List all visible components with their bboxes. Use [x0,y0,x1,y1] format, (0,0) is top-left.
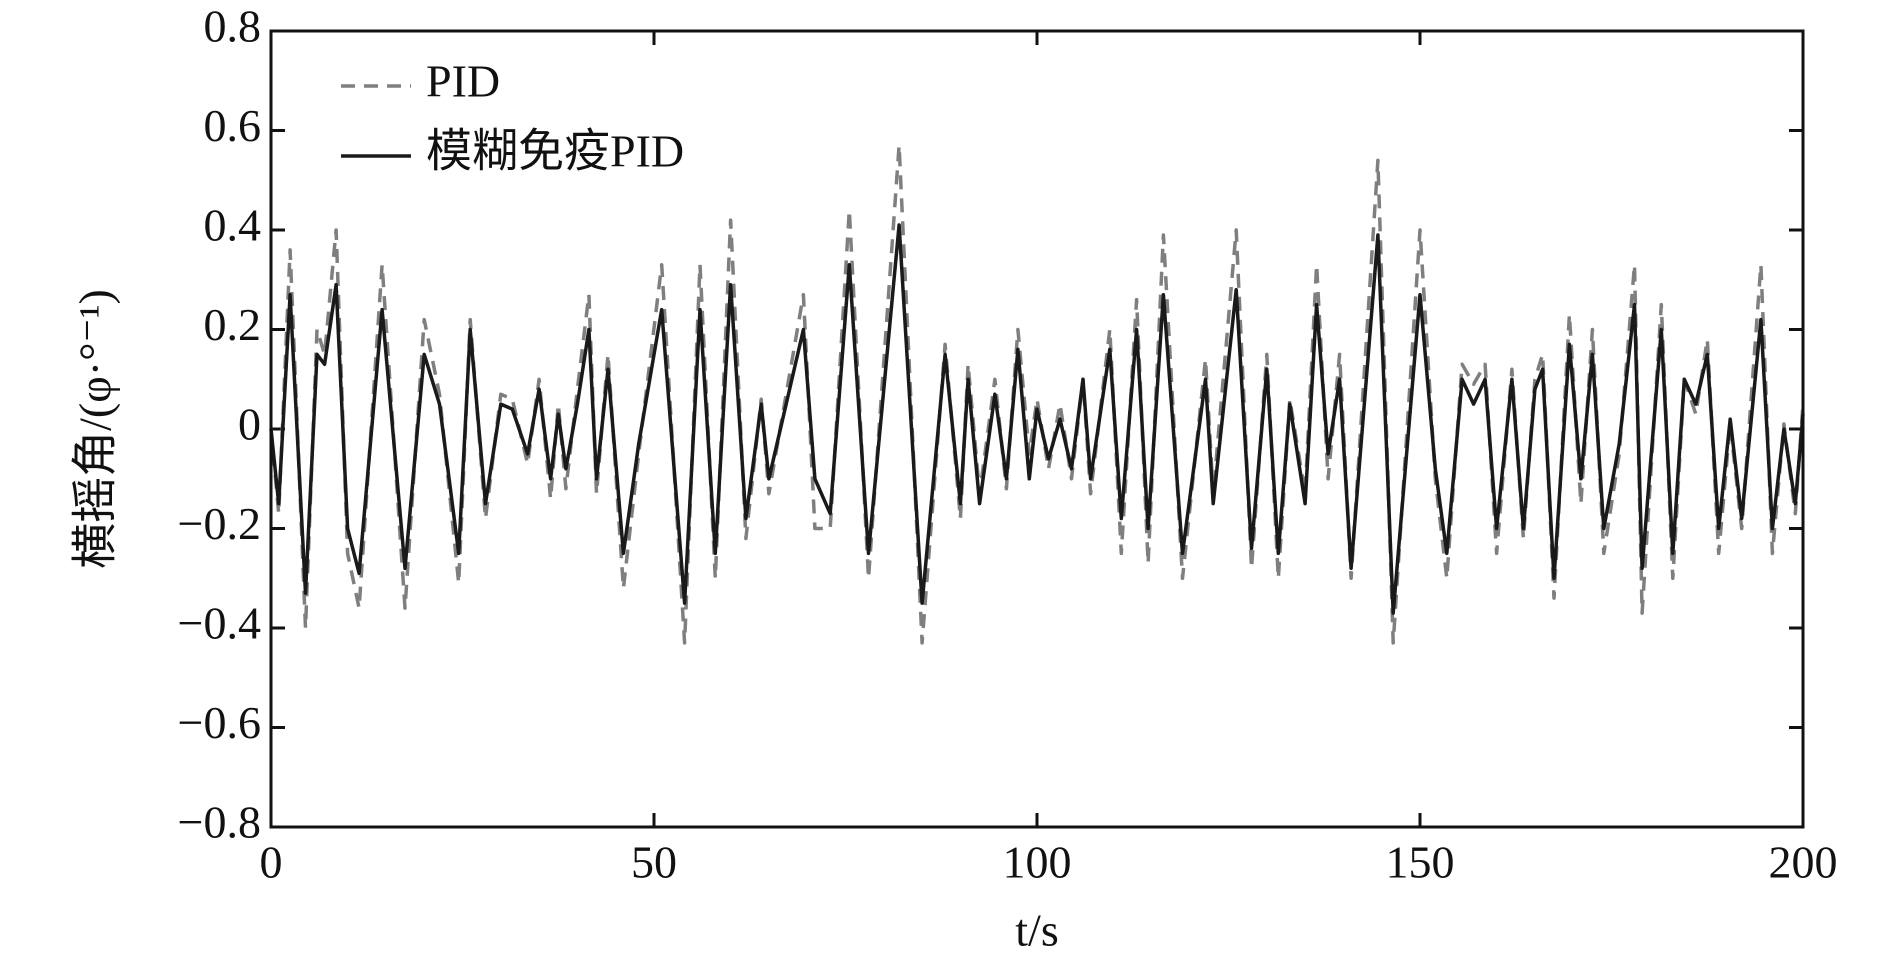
x-tick-label: 50 [631,837,677,888]
legend-label: PID [426,56,500,107]
y-tick-label: −0.4 [178,598,261,649]
y-tick-label: −0.6 [178,697,261,748]
line-series [269,223,1805,615]
x-tick-label: 200 [1769,837,1838,888]
legend-label: 模糊免疫PID [426,126,684,177]
y-tick-label: 0.6 [204,100,262,151]
y-tick-label: −0.8 [178,797,261,848]
plot-frame [269,29,1805,829]
x-tick-label: 0 [260,837,283,888]
x-tick-label: 150 [1386,837,1455,888]
y-axis-label: 横摇角/(φ·°⁻¹) [70,289,121,569]
y-tick-label: −0.2 [178,498,261,549]
y-tick-label: 0.8 [204,1,262,52]
y-tick-label: 0.4 [204,200,262,251]
x-tick-label: 100 [1003,837,1072,888]
x-axis-label: t/s [1015,905,1058,956]
y-tick-label: 0 [238,399,261,450]
y-tick-label: 0.2 [204,299,262,350]
